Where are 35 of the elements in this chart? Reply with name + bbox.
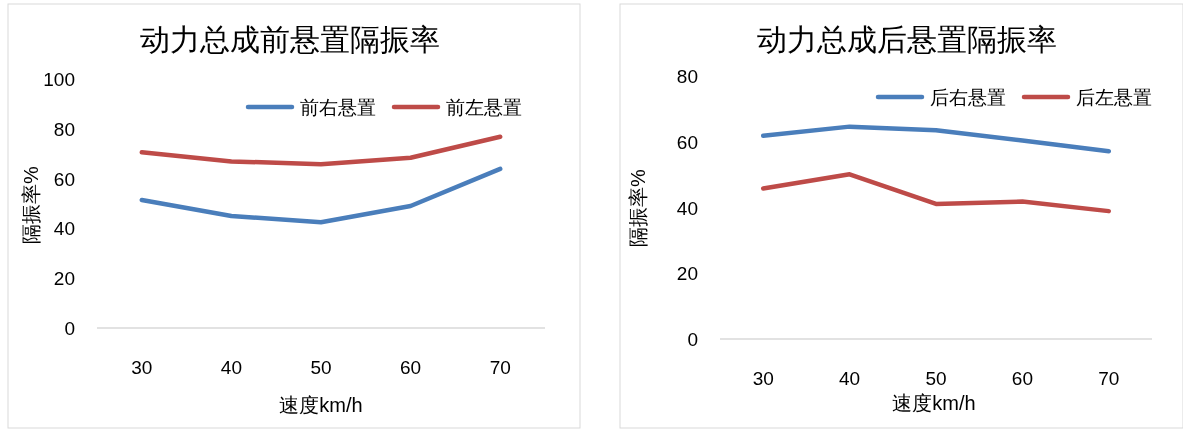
line-series	[760, 172, 1112, 214]
line-series	[139, 166, 503, 225]
x-tick-label: 50	[310, 357, 332, 378]
legend-label: 前右悬置	[300, 97, 376, 118]
x-tick-label: 50	[925, 368, 947, 389]
y-tick-label: 20	[53, 268, 75, 290]
x-tick-label: 70	[489, 357, 511, 378]
x-tick-label: 30	[752, 368, 774, 389]
line-series	[760, 124, 1112, 154]
legend-label: 后左悬置	[1076, 87, 1152, 108]
x-tick-label: 70	[1098, 368, 1120, 389]
line-series	[139, 134, 503, 167]
x-axis-title: 速度km/h	[892, 392, 976, 414]
y-tick-label: 40	[53, 218, 75, 240]
y-tick-label: 60	[53, 168, 75, 190]
legend-label: 前左悬置	[446, 97, 522, 118]
y-tick-label: 20	[676, 263, 698, 285]
y-tick-label: 100	[43, 69, 75, 90]
y-axis-title: 隔振率%	[627, 168, 649, 247]
legend-label: 后右悬置	[930, 87, 1006, 108]
x-tick-label: 40	[839, 368, 861, 389]
x-tick-label: 40	[220, 357, 242, 378]
x-tick-label: 30	[131, 357, 153, 378]
y-tick-label: 40	[676, 197, 698, 219]
y-tick-label: 0	[64, 318, 75, 339]
y-tick-label: 0	[687, 329, 698, 350]
x-tick-label: 60	[400, 357, 422, 378]
y-tick-label: 60	[676, 131, 698, 153]
chart-title: 动力总成后悬置隔振率	[757, 23, 1057, 56]
y-axis-title: 隔振率%	[20, 165, 42, 244]
x-tick-label: 60	[1011, 368, 1033, 389]
y-tick-label: 80	[676, 66, 698, 87]
y-tick-label: 80	[53, 118, 75, 140]
x-axis-title: 速度km/h	[279, 394, 363, 416]
chart-title: 动力总成前悬置隔振率	[140, 23, 440, 56]
